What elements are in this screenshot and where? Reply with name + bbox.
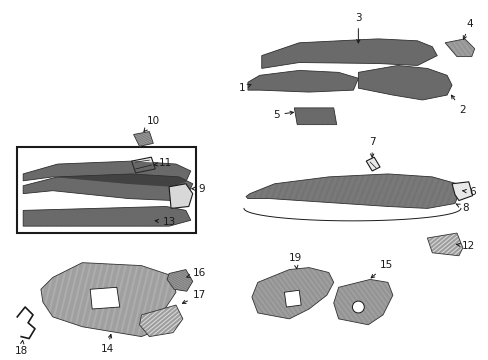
Polygon shape: [366, 157, 379, 171]
Text: 11: 11: [153, 158, 172, 168]
Text: 10: 10: [143, 116, 159, 131]
Text: 14: 14: [100, 334, 113, 355]
Polygon shape: [245, 174, 458, 208]
Circle shape: [352, 301, 364, 313]
Text: 13: 13: [155, 217, 176, 227]
Text: 1: 1: [238, 83, 250, 93]
Bar: [17, 147, 195, 233]
Polygon shape: [23, 161, 190, 187]
Polygon shape: [131, 157, 155, 173]
Text: 7: 7: [368, 137, 375, 157]
Polygon shape: [133, 131, 153, 146]
Polygon shape: [23, 174, 192, 201]
Polygon shape: [427, 233, 462, 256]
Text: 17: 17: [182, 290, 205, 303]
Polygon shape: [358, 66, 451, 100]
Polygon shape: [451, 182, 472, 201]
Polygon shape: [284, 290, 301, 307]
Text: 8: 8: [455, 203, 468, 213]
Text: 5: 5: [272, 110, 293, 120]
Polygon shape: [247, 71, 358, 92]
Polygon shape: [90, 287, 120, 309]
Polygon shape: [333, 279, 392, 325]
Text: 4: 4: [462, 19, 472, 39]
Text: 18: 18: [15, 340, 28, 356]
Polygon shape: [41, 263, 176, 337]
Polygon shape: [169, 184, 192, 208]
Polygon shape: [23, 206, 190, 226]
Polygon shape: [251, 267, 333, 319]
Text: 16: 16: [186, 267, 205, 278]
Text: 15: 15: [370, 260, 392, 278]
Text: 12: 12: [455, 241, 474, 251]
Polygon shape: [294, 108, 336, 125]
Polygon shape: [444, 39, 474, 57]
Polygon shape: [261, 39, 436, 68]
Text: 6: 6: [462, 187, 474, 197]
Text: 2: 2: [450, 95, 465, 115]
Polygon shape: [167, 270, 192, 291]
Text: 3: 3: [354, 13, 361, 43]
Text: 19: 19: [288, 253, 301, 269]
Polygon shape: [139, 305, 183, 337]
Text: 9: 9: [191, 184, 205, 194]
